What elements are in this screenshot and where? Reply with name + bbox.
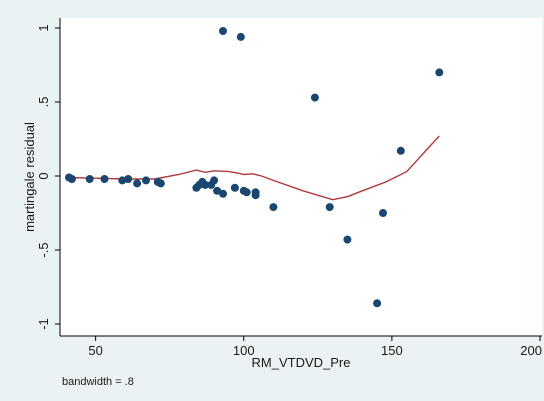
data-point <box>124 175 133 183</box>
data-point <box>396 146 405 155</box>
y-tick-label: 1 <box>36 24 51 31</box>
data-points <box>65 27 444 308</box>
plot-area <box>60 18 542 336</box>
data-point <box>219 189 227 198</box>
y-axis-label: martingale residual <box>22 122 37 232</box>
y-axis-ticks: 1 .5 0 -.5 -1 <box>36 24 60 330</box>
x-tick-label: 50 <box>88 343 102 358</box>
data-point <box>236 32 245 41</box>
data-point <box>201 180 210 189</box>
data-point <box>242 188 251 197</box>
data-point <box>325 203 334 212</box>
data-point <box>219 27 227 35</box>
data-point <box>373 299 382 308</box>
y-tick-label: 0 <box>36 172 51 179</box>
data-point <box>100 175 109 183</box>
y-tick-label: .5 <box>36 97 51 108</box>
data-point <box>343 235 352 244</box>
data-point <box>156 179 165 188</box>
data-point <box>210 176 219 185</box>
x-axis-label: RM_VTDVD_Pre <box>252 355 351 370</box>
data-point <box>251 191 260 200</box>
data-point <box>230 183 239 192</box>
data-point <box>85 175 94 183</box>
y-tick-label: -.5 <box>36 242 51 257</box>
data-point <box>133 179 142 188</box>
data-point <box>310 93 319 102</box>
data-point <box>269 203 278 212</box>
smoother-line <box>65 135 440 201</box>
x-axis-ticks: 50 100 150 200 <box>88 336 542 358</box>
data-point <box>67 175 76 183</box>
data-point <box>435 68 444 77</box>
data-point <box>142 176 150 185</box>
data-point <box>379 209 387 217</box>
y-tick-label: -1 <box>36 318 51 330</box>
x-tick-label: 100 <box>233 343 255 358</box>
x-tick-label: 150 <box>381 343 403 358</box>
x-tick-label: 200 <box>520 343 542 358</box>
bandwidth-note: bandwidth = .8 <box>62 376 134 388</box>
data-point <box>213 186 222 195</box>
